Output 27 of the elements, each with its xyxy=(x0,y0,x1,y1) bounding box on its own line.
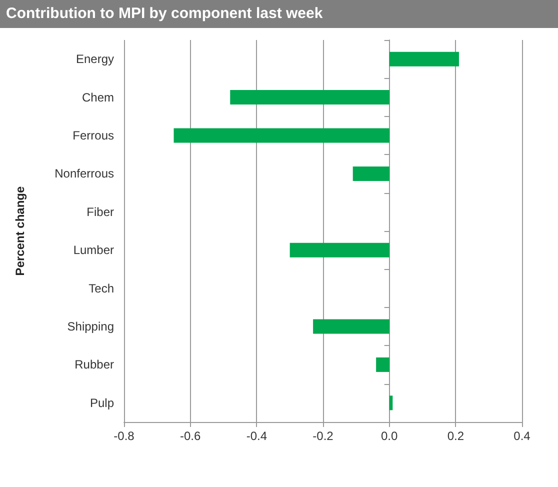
y-tick-label: Energy xyxy=(76,52,114,66)
y-tick-label: Lumber xyxy=(73,243,114,258)
x-tick-label: -0.6 xyxy=(180,429,201,443)
bar xyxy=(174,128,390,143)
x-tick-label: -0.2 xyxy=(312,429,334,443)
y-tick-label: Ferrous xyxy=(72,128,114,142)
x-tick-label: -0.4 xyxy=(246,429,268,443)
bar xyxy=(352,166,390,181)
x-tick-label: 0.4 xyxy=(514,429,531,443)
y-tick-label: Shipping xyxy=(67,320,114,334)
y-tick-label: Fiber xyxy=(86,204,114,219)
y-tick-label: Pulp xyxy=(90,396,114,410)
bar xyxy=(230,90,390,105)
y-tick-label: Rubber xyxy=(74,358,114,372)
y-tick-label: Chem xyxy=(82,90,114,104)
y-axis-title: Percent change xyxy=(13,186,27,276)
x-tick-label: 0.0 xyxy=(380,429,398,443)
bar xyxy=(313,319,390,334)
y-tick-label: Nonferrous xyxy=(54,166,114,181)
y-tick-label: Tech xyxy=(88,281,114,296)
bar xyxy=(290,242,390,258)
bar xyxy=(376,357,390,372)
bar xyxy=(389,396,393,410)
bar xyxy=(389,52,459,66)
x-tick-label: -0.8 xyxy=(114,429,135,443)
chart-title: Contribution to MPI by component last week xyxy=(0,0,558,28)
x-tick-label: 0.2 xyxy=(447,429,464,443)
